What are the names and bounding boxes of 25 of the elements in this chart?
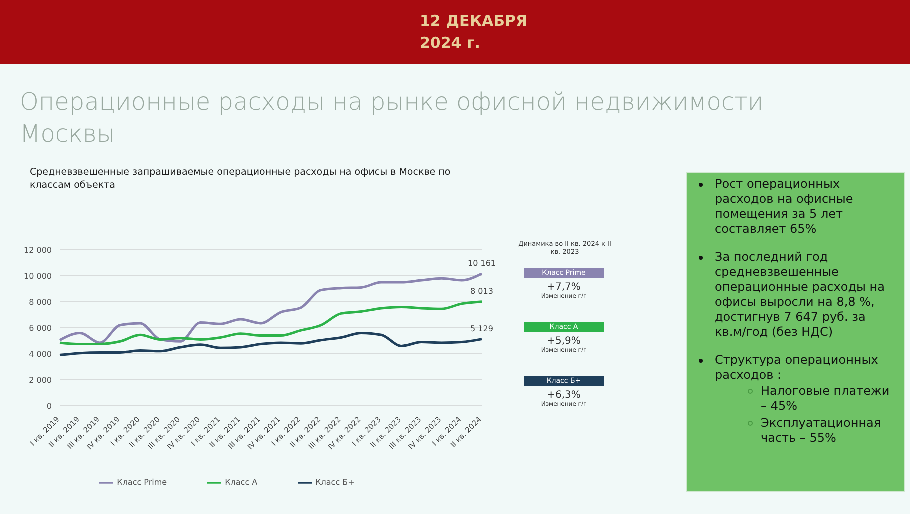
y-tick-label: 2 000 xyxy=(29,376,52,385)
y-tick-label: 0 xyxy=(46,402,52,411)
y-tick-label: 4 000 xyxy=(29,350,52,359)
annotation: 5 129 xyxy=(470,324,494,334)
text: Эксплуатационная часть – 55% xyxy=(761,416,882,446)
text: Структура операционных расходов : xyxy=(715,353,880,383)
y-tick-label: 12 000 xyxy=(24,246,52,255)
text: Рост операционных расходов на офисные помещения за 5 лет составляет 65% xyxy=(715,177,854,237)
text: Налоговые платежи – 45% xyxy=(761,384,891,414)
text: +6,3% xyxy=(546,390,582,401)
chart-title: Операционные расходы на рынке офисной недвижимости Москвы xyxy=(20,87,765,150)
annotation: 8 013 xyxy=(470,286,494,296)
text: 12 ДЕКАБРЯ 2024 г. xyxy=(420,11,529,54)
legend-label: Класс Б+ xyxy=(316,478,355,488)
line-series xyxy=(58,332,484,357)
y-tick-label: 8 000 xyxy=(29,298,52,307)
text: +5,9% xyxy=(546,336,582,347)
y-tick-label: 6 000 xyxy=(29,324,52,333)
legend-label: Класс Prime xyxy=(117,478,168,488)
chart-subtitle: Средневзвешенные запрашиваемые операционные расходы на офисы в Москве по классам объекта xyxy=(30,166,452,192)
text: За последний год средневзвешенные операционные расходы на офисы выросли на 8,8 %, достигнув 7 647 руб. за кв.м/год (без НДС) xyxy=(715,250,886,340)
legend-label: Класс А xyxy=(225,478,258,488)
text: +7,7% xyxy=(546,282,582,293)
y-tick-label: 10 000 xyxy=(24,272,52,281)
annotation: 10 161 xyxy=(468,258,496,268)
